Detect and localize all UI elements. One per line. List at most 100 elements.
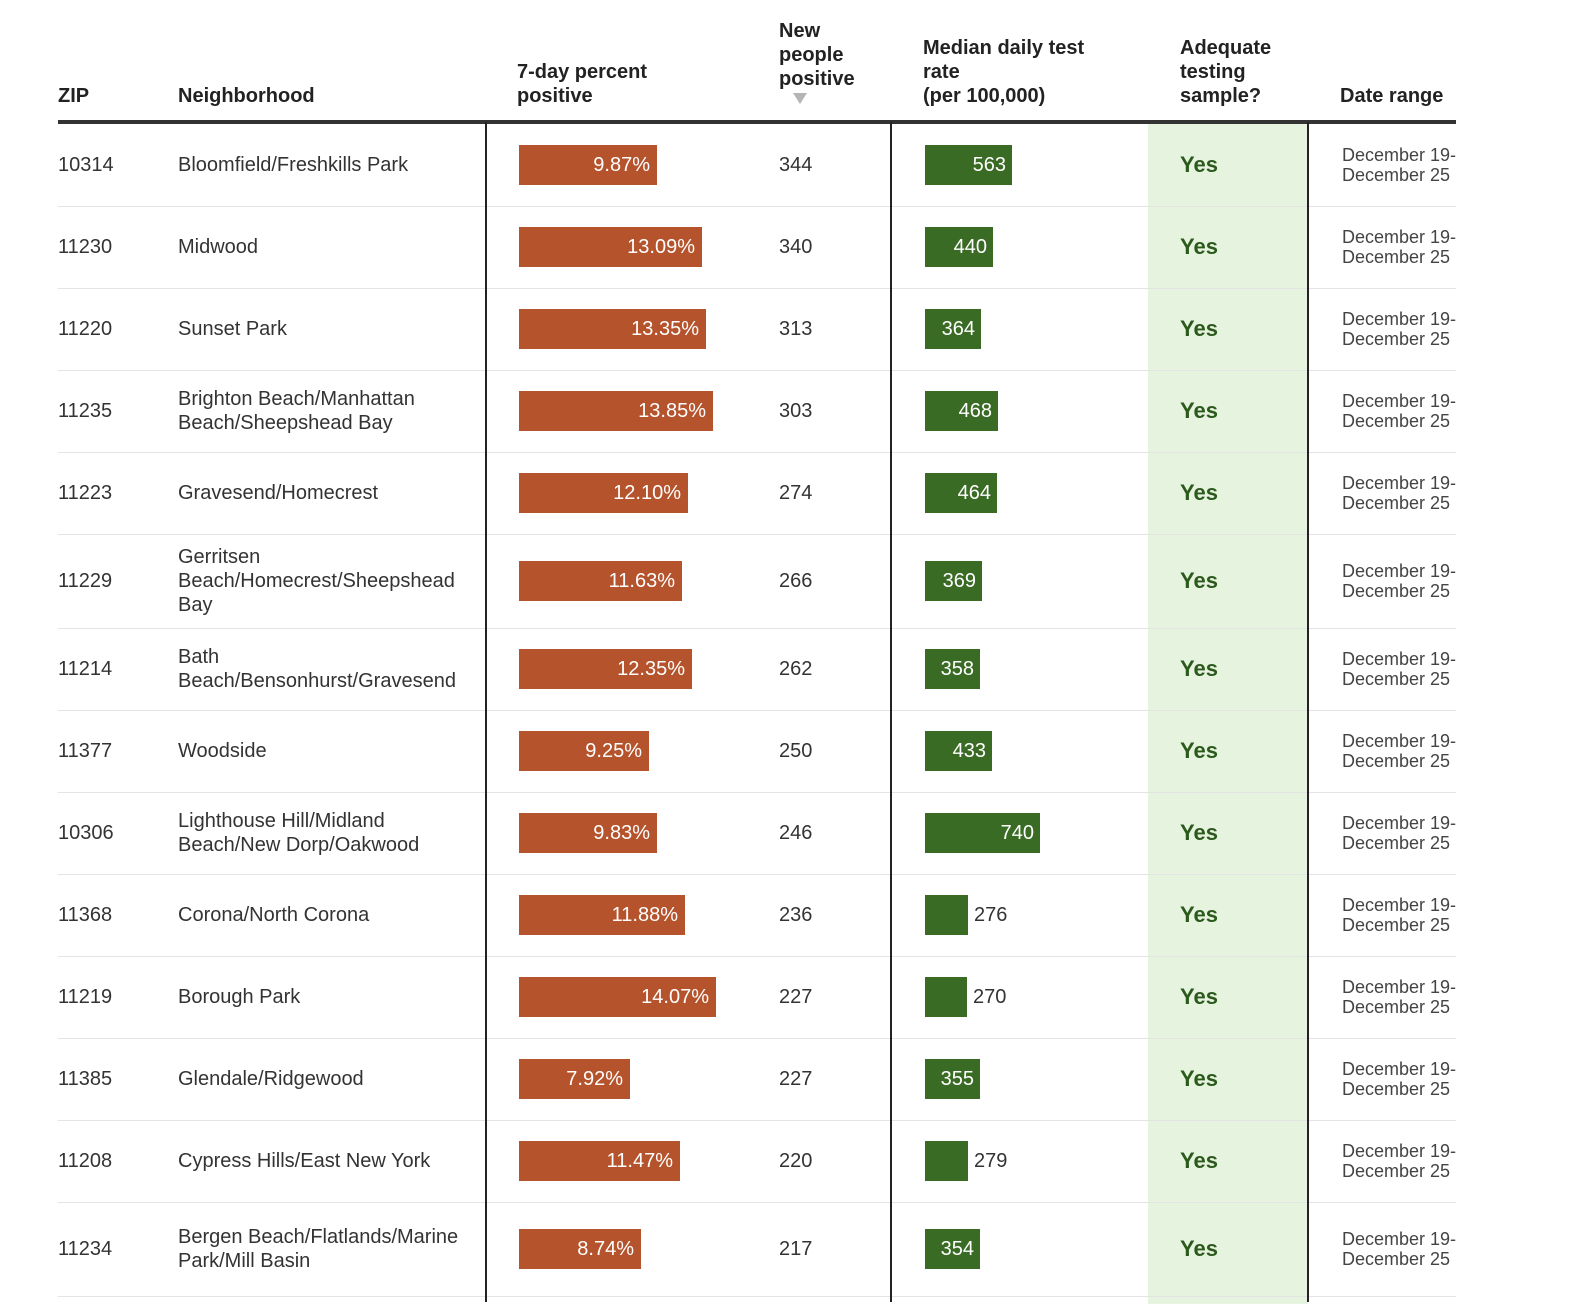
column-header-zip-label: ZIP [58,85,90,107]
new-positive-cell: 266 [779,534,879,628]
date-range-value: December 19-December 25 [1342,145,1457,185]
date-range-value: December 19-December 25 [1342,1141,1457,1181]
new-positive-value: 217 [779,1238,813,1260]
date-range-cell: December 19-December 25 [1342,1202,1460,1296]
zip-code: 11234 [58,1238,113,1260]
test-rate-bar [925,561,982,601]
neighborhood-name: Gravesend/Homecrest [178,482,379,504]
date-range-cell: December 19-December 25 [1342,206,1460,288]
zip-code: 11229 [58,570,113,592]
zip-code: 11385 [58,1068,113,1090]
new-positive-cell: 220 [779,1120,879,1202]
column-header-zip[interactable]: ZIP [58,84,89,108]
column-header-percent-positive[interactable]: 7-day percent positive [517,60,647,108]
column-header-adequate-sample-line: sample? [1180,85,1262,107]
test-rate-cell: 364 [925,288,1145,370]
column-header-test-rate-line: rate [923,61,960,83]
new-positive-cell: 227 [779,1038,879,1120]
percent-positive-value: 9.25% [585,740,642,762]
test-rate-cell: 369 [925,534,1145,628]
percent-positive-bar: 13.09% [519,227,702,267]
neighborhood-cell: Sunset Park [178,288,478,370]
percent-positive-cell: 9.87% [519,124,759,206]
neighborhood-cell: Glendale/Ridgewood [178,1038,478,1120]
column-header-test-rate-line: (per 100,000) [923,85,1046,107]
neighborhood-cell: Gerritsen Beach/Homecrest/Sheepshead Bay [178,534,478,628]
percent-positive-cell: 13.09% [519,206,759,288]
adequate-sample-cell: Yes [1180,452,1300,534]
neighborhood-name: Bloomfield/Freshkills Park [178,154,409,176]
percent-positive-value: 11.63% [608,570,675,592]
column-header-new-positive[interactable]: New people positive [779,19,855,104]
table-row: 11234 Bergen Beach/Flatlands/Marine Park/… [58,1202,1456,1297]
new-positive-cell: 344 [779,124,879,206]
adequate-sample-value: Yes [1180,1236,1218,1261]
test-rate-value: 468 [958,400,992,422]
column-divider [1307,122,1309,1302]
new-positive-value: 250 [779,740,813,762]
neighborhood-cell: Brighton Beach/Manhattan Beach/Sheepshea… [178,370,478,452]
new-positive-value: 236 [779,904,813,926]
test-rate-bar [925,1229,980,1269]
column-header-test-rate[interactable]: Median daily test rate (per 100,000) [923,36,1084,108]
zip-cell: 10306 [58,792,168,874]
table-row: 10314 Bloomfield/Freshkills Park 9.87% 344 5… [58,124,1456,207]
zip-cell: 11377 [58,710,168,792]
column-header-neighborhood-label: Neighborhood [178,85,315,107]
percent-positive-cell: 12.10% [519,452,759,534]
neighborhood-cell: Woodside [178,710,478,792]
adequate-sample-value: Yes [1180,316,1218,341]
test-rate-cell: 464 [925,452,1145,534]
table-row: 11214 Bath Beach/Bensonhurst/Gravesend 12.… [58,628,1456,711]
zip-cell: 11220 [58,288,168,370]
column-header-neighborhood[interactable]: Neighborhood [178,84,315,108]
new-positive-value: 262 [779,658,813,680]
test-rate-value: 440 [953,236,987,258]
percent-positive-value: 12.10% [613,482,681,504]
new-positive-cell: 236 [779,874,879,956]
table-row: 11223 Gravesend/Homecrest 12.10% 274 464 Yes D… [58,452,1456,535]
zip-code: 10306 [58,822,114,844]
percent-positive-value: 7.92% [566,1068,623,1090]
new-positive-value: 303 [779,400,813,422]
percent-positive-bar: 9.25% [519,731,649,771]
column-header-date-range[interactable]: Date range [1340,84,1443,108]
neighborhood-cell: Bergen Beach/Flatlands/Marine Park/Mill … [178,1202,478,1296]
percent-positive-value: 11.88% [611,904,678,926]
test-rate-value: 270 [973,986,1007,1008]
test-rate-value: 563 [972,154,1006,176]
percent-positive-bar: 8.74% [519,1229,641,1269]
adequate-sample-value: Yes [1180,398,1218,423]
date-range-value: December 19-December 25 [1342,227,1457,267]
column-header-new-positive-line: New [779,20,821,42]
percent-positive-cell: 13.85% [519,370,759,452]
percent-positive-bar: 11.88% [519,895,685,935]
percent-positive-cell: 11.63% [519,534,759,628]
date-range-cell: December 19-December 25 [1342,792,1460,874]
test-rate-bar [925,309,981,349]
test-rate-value: 358 [940,658,974,680]
test-rate-cell: 433 [925,710,1145,792]
neighborhood-cell: Cypress Hills/East New York [178,1120,478,1202]
column-header-adequate-sample[interactable]: Adequate testing sample? [1180,36,1271,108]
test-rate-cell: 740 [925,792,1145,874]
percent-positive-bar: 9.83% [519,813,657,853]
new-positive-cell: 340 [779,206,879,288]
new-positive-cell: 246 [779,792,879,874]
neighborhood-name: Woodside [178,740,267,762]
percent-positive-bar: 12.10% [519,473,688,513]
neighborhood-cell: Borough Park [178,956,478,1038]
zip-cell: 11223 [58,452,168,534]
test-rate-cell: 354 [925,1202,1145,1296]
date-range-value: December 19-December 25 [1342,561,1457,601]
percent-positive-bar: 11.47% [519,1141,680,1181]
date-range-cell: December 19-December 25 [1342,124,1460,206]
percent-positive-value: 14.07% [641,986,709,1008]
zip-code: 11223 [58,482,113,504]
new-positive-value: 227 [779,1068,813,1090]
adequate-sample-value: Yes [1180,656,1218,681]
adequate-sample-cell: Yes [1180,874,1300,956]
sort-descending-icon[interactable] [793,93,807,104]
zip-code: 11368 [58,904,113,926]
date-range-value: December 19-December 25 [1342,309,1457,349]
